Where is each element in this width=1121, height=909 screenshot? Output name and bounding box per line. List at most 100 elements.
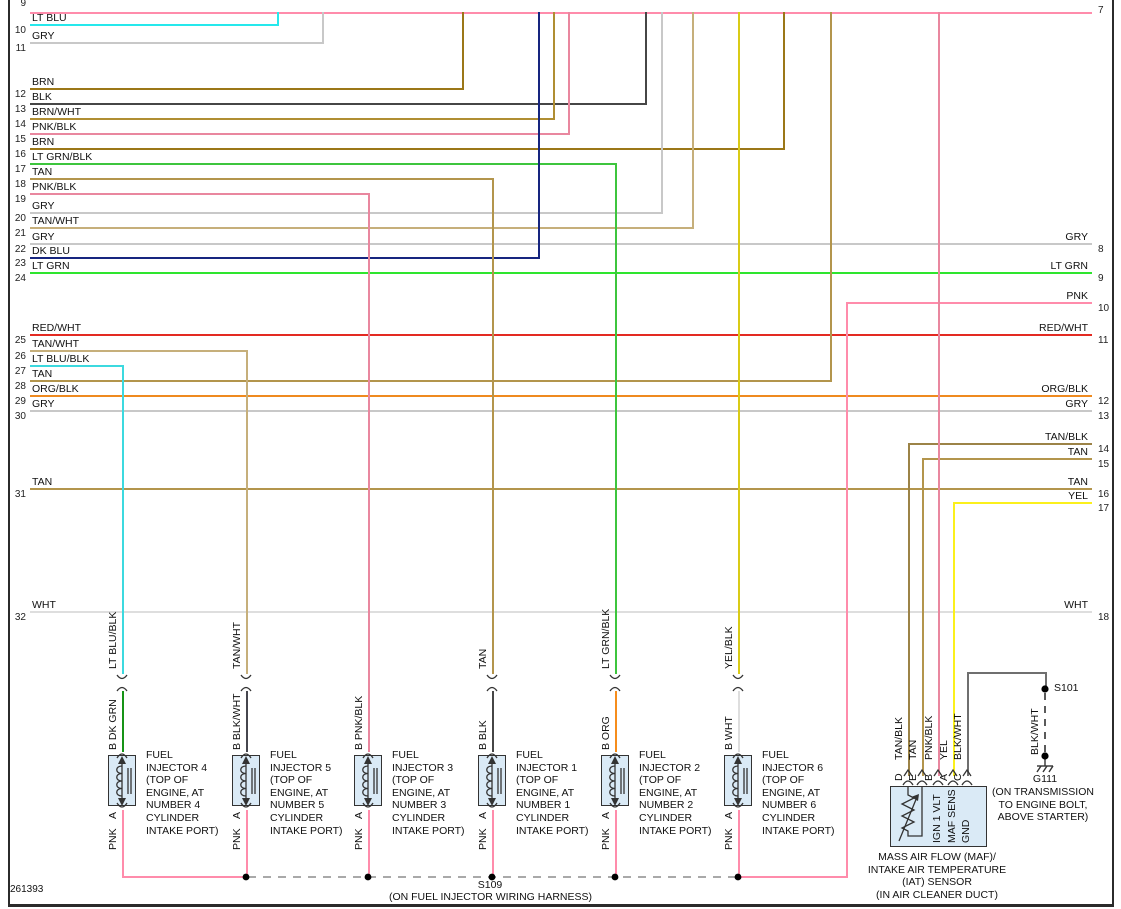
wire-dk-blu: [538, 12, 540, 259]
left-pin-number: 24: [14, 273, 26, 284]
right-pin-number: 11: [1098, 335, 1109, 346]
wire-pnk: [846, 302, 848, 878]
wire-yel: [953, 502, 1092, 504]
wire-label: RED/WHT: [1039, 322, 1088, 334]
diagram-number: 261393: [10, 884, 44, 895]
pin-label: E: [907, 773, 919, 781]
right-pin-number: 16: [1098, 489, 1110, 500]
left-pin-number: 30: [14, 411, 26, 422]
right-pin-number: 14: [1098, 444, 1110, 455]
wire-pnk: [30, 12, 1092, 14]
pin-label: B ORG: [600, 716, 612, 750]
wire-pnk-blk: [30, 133, 568, 135]
pin-label: A: [477, 811, 489, 819]
wire-label-vertical: PNK: [477, 828, 489, 850]
wire-label: LT GRN: [32, 260, 70, 272]
fuel-injector-5-box: [232, 755, 260, 806]
left-pin-number: 13: [14, 104, 26, 115]
wire-label-vertical: TAN/BLK: [893, 717, 905, 760]
wire-label: GRY: [32, 200, 55, 212]
splice-bus-dashed: [248, 876, 738, 878]
wire-dk-grn: [122, 691, 124, 752]
left-pin-number: 14: [14, 119, 26, 130]
wire-tan: [492, 178, 494, 674]
wire-tan: [30, 380, 830, 382]
wire-label-vertical: TAN/WHT: [231, 621, 243, 669]
wire-tan-blk: [908, 443, 1092, 445]
wire-label: LT GRN: [1050, 260, 1088, 272]
pin-label: A: [600, 811, 612, 819]
wire-label-vertical: PNK: [231, 828, 243, 850]
wire-lt-grn-blk: [615, 163, 617, 674]
wire-pnk: [846, 302, 1092, 304]
wire-pnk: [492, 810, 494, 877]
wire-brn-wht: [30, 118, 553, 120]
wire-blk-wht: [1045, 672, 1047, 688]
wire-label: TAN: [1067, 476, 1088, 488]
wire-brn: [30, 148, 783, 150]
wire-tan-wht: [692, 12, 694, 229]
wire-label-vertical: PNK: [723, 828, 735, 850]
pin-label: A: [723, 811, 735, 819]
pin-label: B BLK: [477, 720, 489, 750]
wire-label-vertical: TAN: [477, 648, 489, 669]
wire-pnk-blk: [568, 12, 570, 135]
fuel-injector-6-box: [724, 755, 752, 806]
wire-pnk-blk: [938, 12, 940, 776]
wire-brn: [783, 12, 785, 150]
wire-label: GRY: [1065, 398, 1088, 410]
wire-label-vertical: LT GRN/BLK: [600, 608, 612, 669]
wire-gry: [322, 12, 324, 44]
wire-gry: [30, 243, 1092, 245]
border-bottom: [8, 904, 1114, 907]
wire-label: WHT: [32, 599, 56, 611]
wire-dk-blu: [30, 257, 538, 259]
fuel-injector-3-box: [354, 755, 382, 806]
pin-label: A: [938, 773, 950, 781]
pin-label: B: [923, 773, 935, 781]
left-pin-number: 19: [14, 194, 26, 205]
wire-label-vertical: YEL/BLK: [723, 626, 735, 669]
wire-wht: [30, 611, 1092, 613]
wire-lt-blu-blk: [30, 365, 122, 367]
wire-gry: [661, 12, 663, 214]
wire-label: TAN: [32, 166, 53, 178]
wire-label: YEL: [1068, 490, 1088, 502]
wire-label: ORG/BLK: [32, 383, 79, 395]
wire-blk-wht: [967, 672, 969, 776]
wire-blk: [30, 103, 645, 105]
ground-icon: [1036, 757, 1054, 773]
right-pin-number: 15: [1098, 459, 1110, 470]
wire-wht: [738, 691, 740, 752]
wire-tan: [830, 12, 832, 382]
wire-yel-blk: [738, 12, 740, 674]
wire-org: [615, 691, 617, 752]
wire-label: TAN/WHT: [32, 338, 80, 350]
left-pin-number: 16: [14, 149, 26, 160]
wire-label: GRY: [32, 398, 55, 410]
wire-label: ORG/BLK: [1041, 383, 1088, 395]
wire-label: BLK: [32, 91, 52, 103]
wire-pnk-blk: [368, 193, 370, 752]
wire-label: PNK: [1066, 290, 1088, 302]
wire-lt-blu: [30, 24, 277, 26]
wire-lt-blu: [277, 12, 279, 26]
splice-s101-label: S101: [1054, 682, 1079, 694]
left-pin-number: 23: [14, 258, 26, 269]
wire-pnk-bus: [122, 876, 248, 878]
left-pin-number: 17: [14, 164, 26, 175]
wire-label-vertical: BLK/WHT: [952, 713, 964, 760]
wire-label: WHT: [1064, 599, 1088, 611]
wire-label-vertical: TAN: [907, 739, 919, 760]
wire-brn-wht: [553, 12, 555, 120]
wire-pnk: [615, 810, 617, 877]
right-pin-number: 12: [1098, 396, 1110, 407]
wire-brn: [30, 88, 462, 90]
wire-lt-grn: [30, 272, 1092, 274]
wire-label-vertical: PNK: [353, 828, 365, 850]
pin-label: A: [231, 811, 243, 819]
